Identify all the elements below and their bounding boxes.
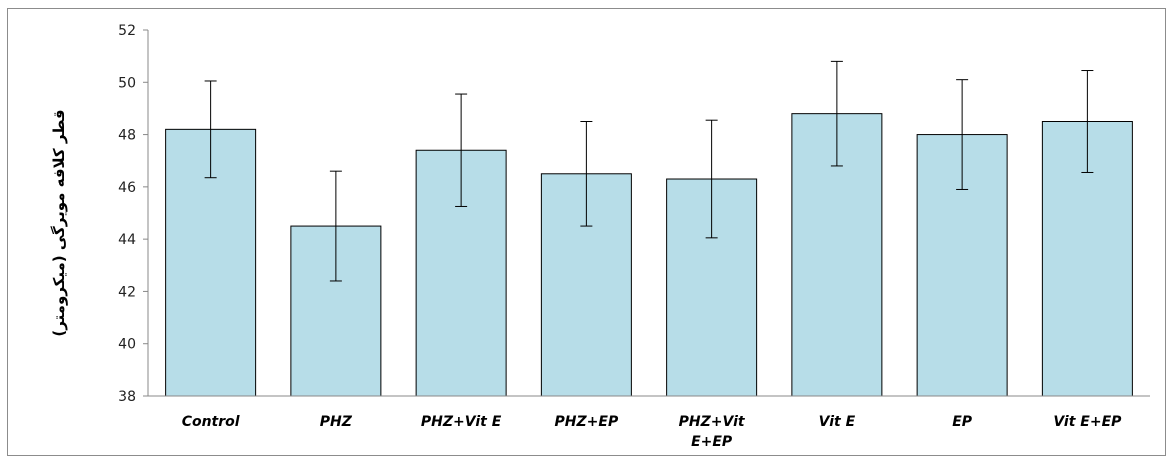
x-category-label: Control [182,414,240,430]
x-category-label: EP [952,414,973,430]
x-axis-categories: Control PHZ PHZ+Vit E PHZ+EP PHZ+Vit E+EP Vit … [182,414,1122,450]
y-tick-label: 46 [118,180,136,196]
y-axis-label: قطر کلافه مویرگی (میکرومتر) [50,109,68,336]
y-tick-label: 48 [118,128,136,144]
y-tick-label: 42 [118,284,136,300]
y-tick-label: 52 [118,23,136,39]
x-category-label: PHZ+Vit E+EP [679,414,746,450]
x-category-label: PHZ+Vit E [421,414,502,430]
y-axis-ticks: 38 40 42 44 46 48 50 52 [118,23,148,405]
y-tick-label: 50 [118,75,136,91]
x-category-label: PHZ+EP [555,414,619,430]
x-category-label: Vit E [819,414,856,430]
bars [165,113,1133,397]
chart-frame [7,8,1166,456]
x-category-label: Vit E+EP [1053,414,1122,430]
y-tick-label: 38 [118,389,136,405]
y-tick-label: 44 [118,232,136,248]
error-bars [204,60,1094,282]
x-category-label: PHZ [320,414,353,430]
y-tick-label: 40 [118,337,136,353]
